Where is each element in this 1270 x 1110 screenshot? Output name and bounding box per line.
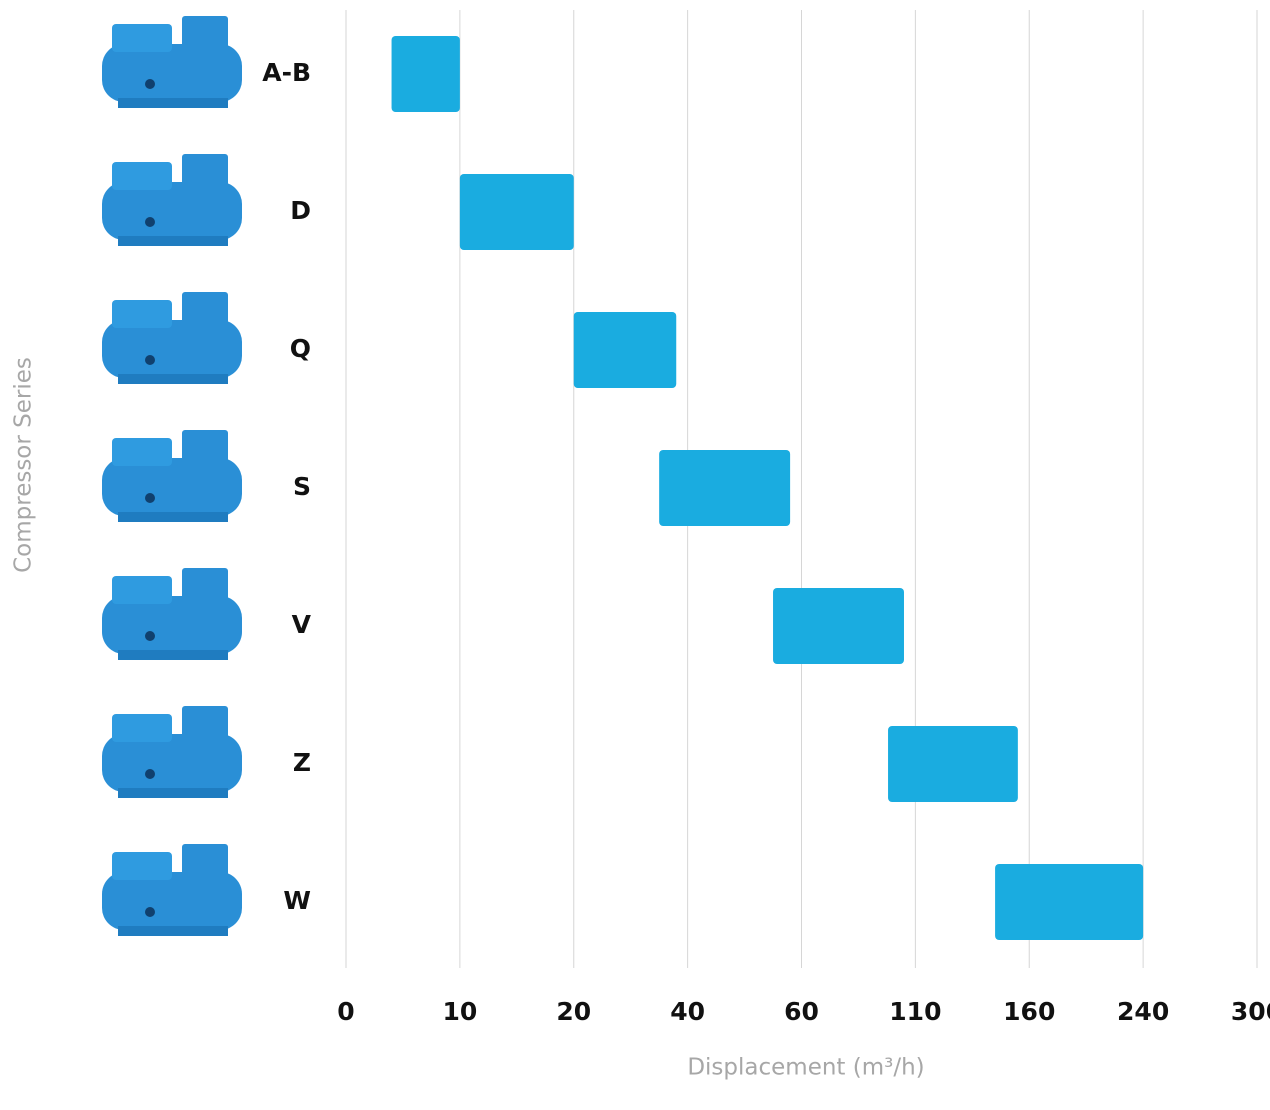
compressor-foot [118,98,228,108]
compressor-icon [102,706,242,798]
compressor-head [112,714,172,742]
y-tick-label: S [293,472,311,501]
compressor-box [182,706,228,742]
compressor-foot [118,512,228,522]
compressor-box [182,16,228,52]
compressor-port [145,631,155,641]
y-tick-label: D [290,196,311,225]
compressor-port [145,355,155,365]
range-bar [888,726,1018,802]
compressor-head [112,300,172,328]
compressor-body [102,320,242,378]
compressor-box [182,430,228,466]
x-tick-label: 110 [889,997,941,1026]
compressor-port [145,493,155,503]
range-bar [995,864,1144,940]
compressor-icon [102,430,242,522]
compressor-port [145,907,155,917]
compressor-foot [118,788,228,798]
y-axis-label: Compressor Series [11,357,37,573]
compressor-icon [102,568,242,660]
x-tick-label: 0 [337,997,354,1026]
compressor-port [145,217,155,227]
y-tick-label: W [283,886,311,915]
compressor-body [102,182,242,240]
x-tick-label: 60 [784,997,819,1026]
x-tick-label: 10 [442,997,477,1026]
compressor-foot [118,926,228,936]
range-bar [573,312,677,388]
compressor-box [182,292,228,328]
compressor-body [102,44,242,102]
range-bar [773,588,904,664]
x-tick-label: 20 [556,997,591,1026]
compressor-head [112,24,172,52]
y-tick-label: Q [290,334,311,363]
compressor-body [102,458,242,516]
x-tick-label: 40 [670,997,705,1026]
compressor-body [102,734,242,792]
compressor-icon [102,292,242,384]
compressor-icon [102,844,242,936]
compressor-port [145,769,155,779]
compressor-icon [102,154,242,246]
range-bar [659,450,791,526]
compressor-box [182,154,228,190]
range-bar [391,36,460,112]
x-tick-label: 240 [1117,997,1169,1026]
compressor-head [112,852,172,880]
compressor-body [102,872,242,930]
compressor-head [112,438,172,466]
compressor-foot [118,374,228,384]
compressor-icon [102,16,242,108]
x-axis-label: Displacement (m³/h) [687,1055,924,1081]
compressor-foot [118,236,228,246]
compressor-port [145,79,155,89]
y-tick-label: A-B [262,58,311,87]
y-tick-label: Z [293,748,311,777]
x-tick-label: 300 [1231,997,1270,1026]
compressor-body [102,596,242,654]
compressor-box [182,568,228,604]
x-tick-label: 160 [1003,997,1055,1026]
compressor-box [182,844,228,880]
compressor-foot [118,650,228,660]
compressor-head [112,576,172,604]
range-bar [459,174,574,250]
y-tick-label: V [292,610,312,639]
compressor-head [112,162,172,190]
